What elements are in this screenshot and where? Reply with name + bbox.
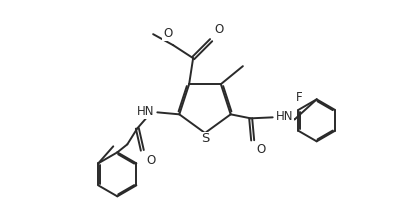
Text: HN: HN — [276, 110, 293, 123]
Text: HN: HN — [137, 105, 154, 118]
Text: F: F — [296, 91, 303, 104]
Text: S: S — [201, 132, 209, 146]
Text: O: O — [146, 154, 156, 167]
Text: O: O — [163, 27, 172, 40]
Text: O: O — [257, 143, 266, 156]
Text: O: O — [214, 23, 223, 36]
